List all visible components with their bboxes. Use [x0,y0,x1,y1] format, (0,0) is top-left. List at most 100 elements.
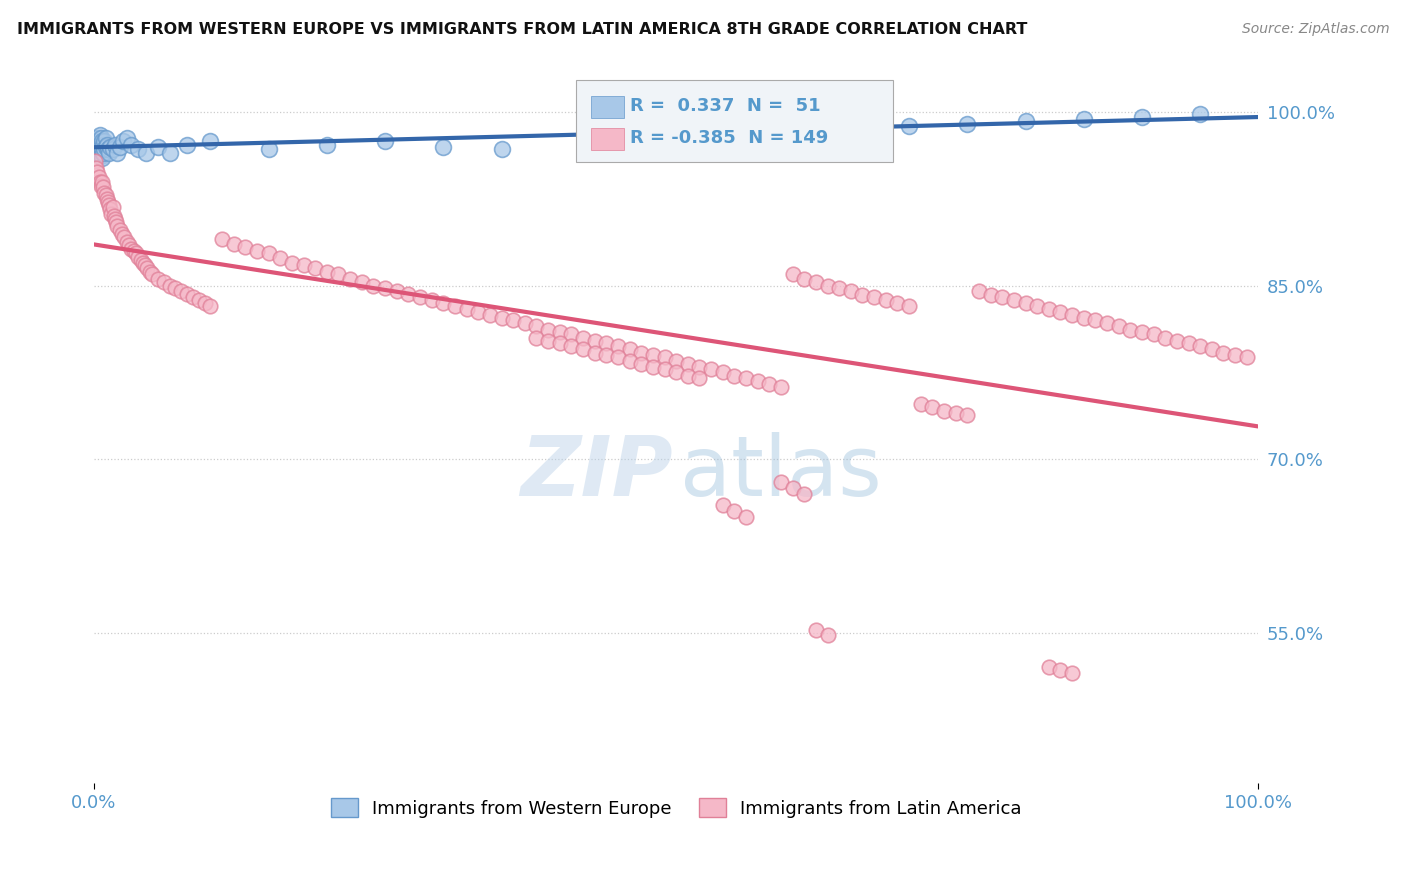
Point [93,134,115,148]
Point [665,128,688,143]
Point [257,246,280,260]
Point [104,137,127,152]
Point [269,251,291,265]
Point [1062,308,1084,322]
Point [491,311,513,326]
Point [187,293,209,307]
Point [1189,339,1212,353]
Point [817,628,839,642]
Point [304,261,326,276]
Point [159,145,181,160]
Point [572,331,595,345]
Point [132,255,155,269]
Point [1189,107,1212,121]
Point [350,275,373,289]
Point [136,261,159,276]
Point [139,265,162,279]
Point [328,267,350,281]
Point [134,258,156,272]
Point [583,345,606,359]
Point [432,140,454,154]
Point [956,408,979,422]
Point [676,368,699,383]
Point [1062,666,1084,681]
Point [146,271,169,285]
Point [292,258,315,272]
Point [90,140,112,154]
Point [444,300,467,314]
Point [281,255,304,269]
Point [90,149,112,163]
Point [98,197,121,211]
Point [1130,325,1153,339]
Point [747,374,769,388]
Point [90,179,112,194]
Point [94,140,117,154]
Text: atlas: atlas [679,432,882,513]
Point [1177,336,1199,351]
Point [127,250,149,264]
Point [105,219,128,233]
Point [176,286,198,301]
Point [560,339,582,353]
Point [875,293,897,307]
Point [111,227,134,241]
Point [87,169,110,184]
Point [135,145,157,160]
Point [108,223,131,237]
Point [956,117,979,131]
Point [108,140,131,154]
Point [804,275,827,289]
Point [211,232,233,246]
Point [619,343,641,357]
Point [548,325,571,339]
Point [630,345,652,359]
Point [104,211,127,226]
Point [735,371,758,385]
Point [200,134,222,148]
Point [91,142,114,156]
Point [120,137,142,152]
Point [91,175,114,189]
Point [595,348,617,362]
Point [839,285,862,299]
Point [1002,293,1025,307]
Point [804,624,827,638]
Point [1073,311,1095,326]
Point [91,152,114,166]
Point [84,134,107,148]
Point [385,285,408,299]
Point [96,137,118,152]
Point [86,140,108,154]
Point [641,348,664,362]
Point [863,290,886,304]
Point [363,278,385,293]
Point [723,504,745,518]
Point [688,371,710,385]
Text: R =  0.337  N =  51: R = 0.337 N = 51 [630,97,821,115]
Point [1166,334,1188,348]
Point [1038,660,1060,674]
Point [793,271,815,285]
Point [200,300,222,314]
Point [851,288,873,302]
Point [91,137,114,152]
Point [93,142,115,156]
Point [103,209,125,223]
Point [101,200,124,214]
Point [159,278,181,293]
Point [769,380,792,394]
Point [176,137,198,152]
Point [181,290,204,304]
Point [246,244,269,258]
Legend: Immigrants from Western Europe, Immigrants from Latin America: Immigrants from Western Europe, Immigran… [323,791,1029,825]
Point [165,281,187,295]
Point [97,142,120,156]
Point [1142,327,1164,342]
Text: IMMIGRANTS FROM WESTERN EUROPE VS IMMIGRANTS FROM LATIN AMERICA 8TH GRADE CORREL: IMMIGRANTS FROM WESTERN EUROPE VS IMMIGR… [17,22,1028,37]
Point [91,180,114,194]
Point [94,188,117,202]
Point [84,153,107,168]
Point [98,202,121,217]
Point [118,238,141,252]
